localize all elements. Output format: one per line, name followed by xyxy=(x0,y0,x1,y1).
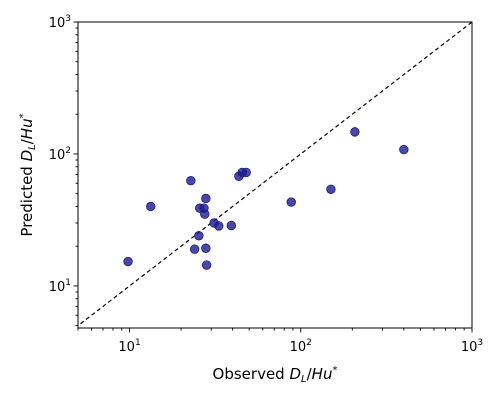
data-point xyxy=(200,209,210,219)
y-tick-label: 102 xyxy=(49,146,71,163)
y-tick-label: 103 xyxy=(49,14,71,31)
data-point xyxy=(194,231,204,241)
plot-frame xyxy=(77,21,473,329)
x-axis-ticks: 101 102 103 xyxy=(77,328,483,355)
data-point xyxy=(214,221,224,231)
y-axis-ticks: 101 102 103 xyxy=(49,14,78,327)
data-point xyxy=(399,144,409,155)
data-point xyxy=(226,220,237,231)
plot-area-background xyxy=(78,22,472,328)
data-point xyxy=(201,260,212,270)
data-point xyxy=(350,127,360,137)
data-point xyxy=(286,197,296,207)
data-point xyxy=(146,201,156,212)
y-tick-label: 101 xyxy=(49,278,71,295)
y-axis-label: Predicted DL/Hu* xyxy=(18,113,38,236)
data-points xyxy=(123,127,409,270)
x-tick-label: 101 xyxy=(118,338,140,355)
data-point xyxy=(201,193,211,204)
x-axis-label: Observed DL/Hu* xyxy=(213,365,338,385)
data-point xyxy=(241,167,251,178)
data-point xyxy=(186,176,196,186)
data-point xyxy=(201,243,211,253)
data-point xyxy=(326,184,336,194)
data-point xyxy=(123,256,133,267)
x-tick-label: 103 xyxy=(461,338,483,355)
x-tick-label: 102 xyxy=(290,338,312,355)
data-point xyxy=(189,244,200,254)
